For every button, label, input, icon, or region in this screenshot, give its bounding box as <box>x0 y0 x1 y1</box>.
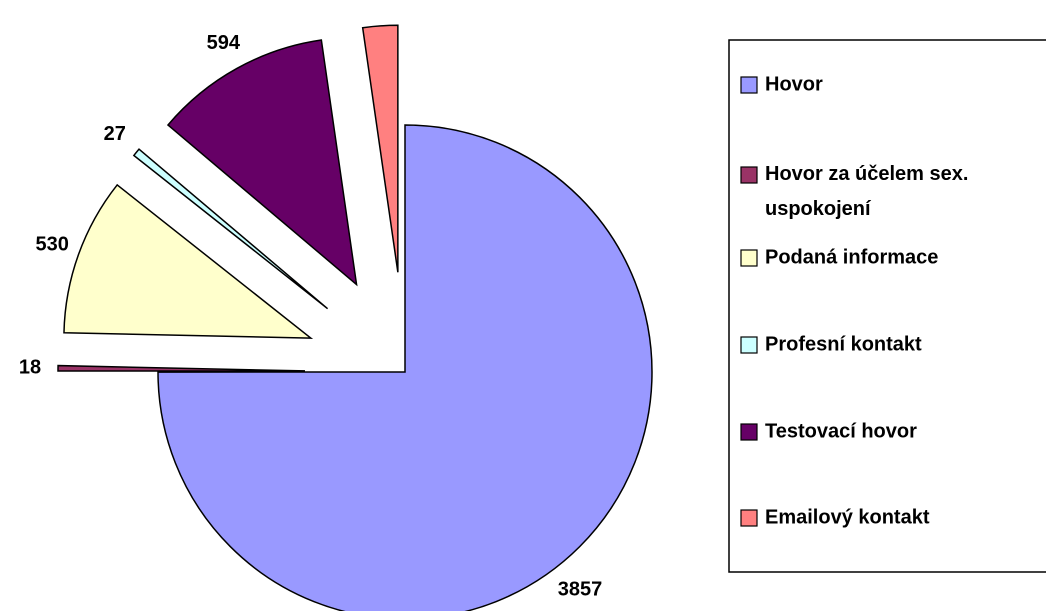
legend-label: Hovor <box>765 73 823 95</box>
legend-swatch <box>740 336 758 354</box>
legend-label: Emailový kontakt <box>765 506 930 528</box>
legend-label: Testovací hovor <box>765 420 917 442</box>
legend-label: Podaná informace <box>765 246 938 268</box>
legend-label: Hovor za účelem sex. uspokojení <box>765 163 968 220</box>
legend-swatch <box>740 423 758 441</box>
legend-box <box>728 39 1046 573</box>
pie-slice <box>361 24 399 273</box>
pie-slice <box>63 183 314 339</box>
data-label: 530 <box>35 233 68 255</box>
legend-label: Profesní kontakt <box>765 333 922 355</box>
data-label: 18 <box>19 356 41 378</box>
data-label: 3857 <box>558 578 603 600</box>
data-label: 594 <box>207 32 241 54</box>
pie-slice <box>57 364 306 372</box>
data-label: 27 <box>104 123 126 145</box>
legend-swatch <box>740 76 758 94</box>
legend-swatch <box>740 249 758 267</box>
legend-swatch <box>740 166 758 184</box>
legend-swatch <box>740 509 758 527</box>
pie-slice <box>166 39 358 287</box>
pie-slice <box>132 148 329 310</box>
pie-slice <box>157 124 653 611</box>
